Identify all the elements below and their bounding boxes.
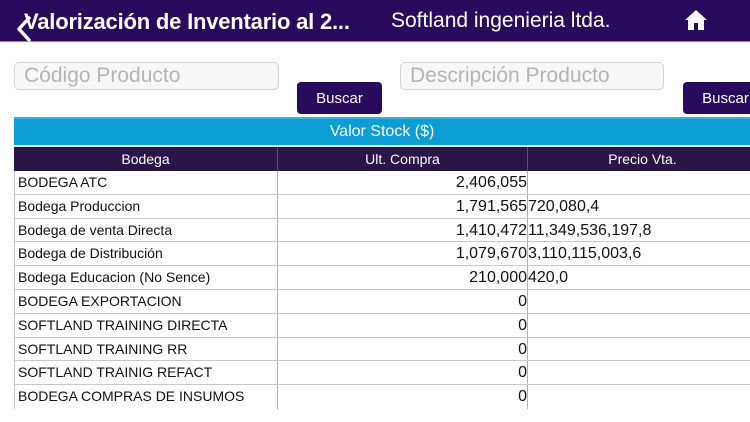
company-name: Softland ingenieria ltda. [391,9,611,32]
cell-ult-compra: 2,406,055 [278,171,528,194]
cell-precio-vta-value: 420,0 [528,269,569,287]
cell-ult-compra: 1,791,565 [278,194,528,218]
cell-precio-vta-value: 720,080,4 [528,197,600,215]
cell-precio-vta [528,385,750,409]
group-header-valor-stock: Valor Stock ($) [14,117,750,145]
cell-precio-vta: 11,349,536,197,8 [528,219,750,242]
table-row[interactable]: Bodega Educacion (No Sence) 210,000 420,… [14,266,750,290]
cell-ult-compra: 0 [278,337,528,361]
navigation-bar: Valorización de Inventario al 2... Softl… [0,0,750,42]
valor-stock-table: Valor Stock ($) Bodega Ult. Compra Preci… [14,117,750,409]
table-row[interactable]: Bodega de Distribución 1,079,670 3,110,1… [14,242,750,267]
cell-bodega: SOFTLAND TRAINIG REFACT [14,361,278,385]
page-title: Valorización de Inventario al 2... [24,9,350,34]
table-row[interactable]: BODEGA COMPRAS DE INSUMOS 0 [14,385,750,409]
cell-ult-compra: 1,410,472 [278,218,528,242]
cell-bodega: BODEGA EXPORTACION [14,289,278,313]
cell-precio-vta [528,361,750,384]
cell-precio-vta: 3,110,115,003,6 [528,242,750,265]
codigo-producto-input[interactable] [14,62,279,90]
cell-ult-compra: 0 [278,385,528,409]
buscar-codigo-button[interactable]: Buscar [297,82,382,114]
table-row[interactable]: SOFTLAND TRAINING RR 0 [14,337,750,362]
table-row[interactable]: BODEGA EXPORTACION 0 [14,289,750,314]
cell-precio-vta [528,171,750,194]
cell-ult-compra: 210,000 [278,266,528,289]
cell-bodega: BODEGA COMPRAS DE INSUMOS [14,385,278,409]
cell-ult-compra: 0 [278,313,528,337]
cell-precio-vta: 720,080,4 [528,195,750,218]
column-header-bodega[interactable]: Bodega [14,147,278,171]
buscar-descripcion-button[interactable]: Buscar [683,82,750,114]
cell-bodega: BODEGA ATC [14,171,278,194]
cell-ult-compra: 0 [278,289,528,313]
table-row[interactable]: BODEGA ATC 2,406,055 [14,171,750,195]
cell-ult-compra: 1,079,670 [278,242,528,266]
cell-bodega: Bodega Produccion [14,194,278,218]
cell-precio-vta [528,314,750,337]
table-row[interactable]: Bodega de venta Directa 1,410,472 11,349… [14,218,750,243]
chevron-left-icon[interactable] [14,14,36,44]
cell-precio-vta-value: 11,349,536,197,8 [528,221,652,239]
cell-bodega: Bodega de Distribución [14,242,278,266]
cell-precio-vta [528,338,750,361]
cell-bodega: Bodega de venta Directa [14,218,278,242]
column-header-row: Bodega Ult. Compra Precio Vta. [14,145,750,171]
cell-ult-compra: 0 [278,361,528,385]
cell-precio-vta-value: 3,110,115,003,6 [528,245,642,263]
cell-bodega: SOFTLAND TRAINING RR [14,337,278,361]
table-row[interactable]: SOFTLAND TRAINIG REFACT 0 [14,361,750,386]
cell-precio-vta: 420,0 [528,266,750,289]
table-row[interactable]: SOFTLAND TRAINING DIRECTA 0 [14,313,750,338]
cell-bodega: Bodega Educacion (No Sence) [14,266,278,289]
descripcion-producto-input[interactable] [400,62,664,90]
cell-bodega: SOFTLAND TRAINING DIRECTA [14,313,278,337]
cell-precio-vta [528,290,750,313]
table-row[interactable]: Bodega Produccion 1,791,565 720,080,4 [14,194,750,219]
column-header-ult-compra[interactable]: Ult. Compra [278,147,528,171]
column-header-precio-vta[interactable]: Precio Vta. [528,147,750,171]
home-icon[interactable] [683,8,709,32]
